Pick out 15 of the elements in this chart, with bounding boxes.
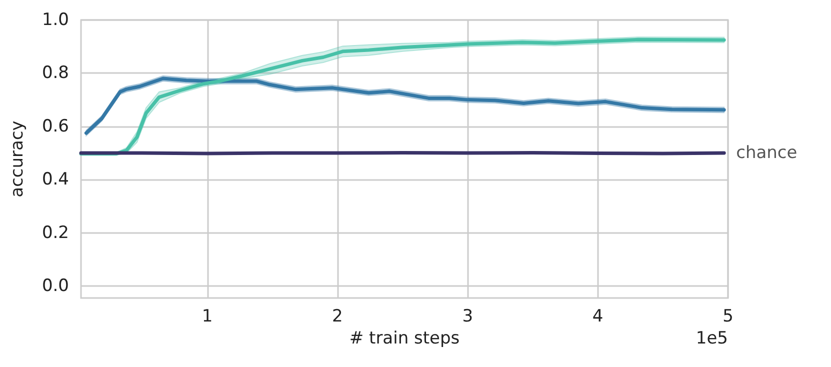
y-tick-label: 0.6 — [42, 116, 69, 136]
x-tick-label: 2 — [332, 306, 343, 326]
x-tick-label: 5 — [722, 306, 734, 326]
x-axis-title: # train steps — [349, 328, 460, 348]
x-tick-label: 1 — [202, 306, 213, 326]
series-label: chance — [736, 143, 798, 164]
y-tick-label: 0.0 — [42, 276, 69, 296]
y-tick-label: 1.0 — [42, 10, 69, 30]
x-tick-label: 3 — [462, 306, 474, 326]
x-tick-label: 4 — [592, 306, 604, 326]
y-axis-title: accuracy — [8, 120, 28, 198]
y-tick-label: 0.2 — [42, 222, 69, 243]
y-tick-label: 0.4 — [42, 170, 69, 190]
text: 1e5 — [696, 328, 728, 348]
y-tick-label: 0.8 — [42, 63, 69, 84]
